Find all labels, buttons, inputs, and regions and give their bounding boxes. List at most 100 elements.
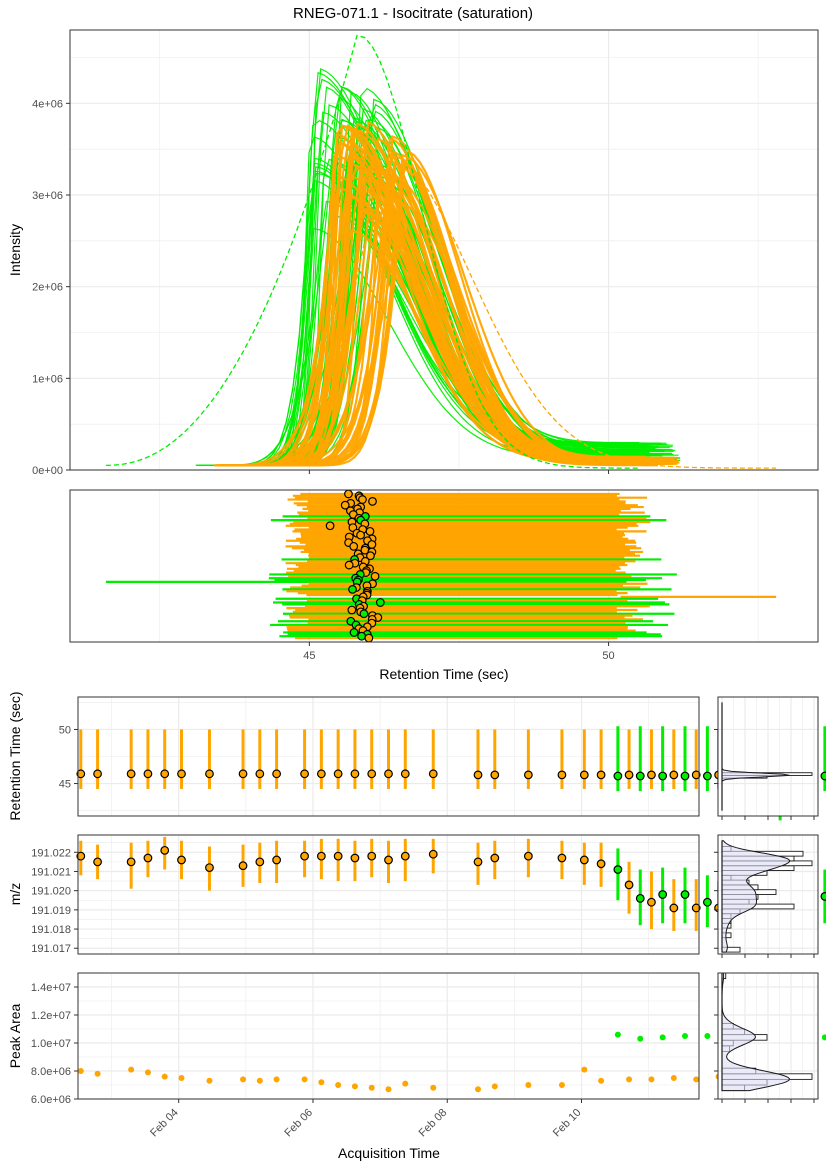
mz-apex-point [160, 845, 170, 855]
peak-widths-x-axis-label: Retention Time (sec) [379, 666, 508, 682]
rt-apex-point [400, 769, 410, 779]
area-point [351, 1083, 358, 1090]
peak-widths-panel-border [69, 489, 819, 643]
mz-apex-point [333, 851, 343, 861]
peak-apex-point [349, 541, 359, 551]
rt-apex-point [635, 771, 645, 781]
mz-apex-point [596, 859, 606, 869]
area-point [648, 1076, 655, 1083]
area-time-plot-area [78, 973, 699, 1099]
mz-time-y-tick-label: 191.019 [31, 905, 71, 917]
rt-apex-point [76, 769, 86, 779]
area-time-y-tick-label: 8.0e+06 [31, 1066, 71, 1078]
density-curve [721, 840, 790, 953]
rt-apex-point [93, 769, 102, 779]
mz-apex-point [272, 855, 282, 865]
peak-widths-panel: 45 50 Retention Time (sec) [69, 489, 819, 682]
peak-apex-point [325, 521, 335, 531]
peak-apex-point [366, 551, 375, 561]
rt-apex-point [669, 770, 679, 780]
rt-apex-point [647, 770, 656, 780]
rt-apex-point [658, 771, 668, 781]
peak-apex-point [357, 631, 367, 641]
rt-apex-point [579, 770, 589, 780]
area-point [626, 1076, 633, 1083]
chromatogram-trace [252, 161, 639, 467]
area-time-y-tick-label: 1.4e+07 [31, 982, 71, 994]
area-density-panel [714, 972, 819, 1103]
rt-apex-point [367, 769, 377, 779]
area-point [385, 1086, 392, 1093]
area-point [670, 1075, 677, 1081]
rt-apex-point [523, 770, 533, 780]
mz-apex-point [702, 897, 712, 907]
area-point [256, 1077, 263, 1084]
area-point [693, 1076, 700, 1083]
area-point [430, 1084, 437, 1091]
area-point [682, 1033, 689, 1039]
rt-apex-point [428, 769, 438, 779]
mz-apex-point [647, 897, 656, 907]
mz-apex-point [490, 853, 500, 863]
peak-widths-x-ticks: 45 50 [303, 642, 615, 662]
peak-apex-points [325, 489, 385, 643]
peak-apex-point [359, 609, 369, 619]
rt-apex-point [624, 770, 634, 780]
chromatogram-trace [278, 126, 646, 467]
mz-time-y-ticks: 191.017 191.018 191.019 191.020 191.021 191.0… [31, 847, 78, 955]
area-time-panel: 6.0e+068.0e+061.0e+071.2e+071.4e+07 Feb … [7, 972, 826, 1161]
mz-apex-point [691, 903, 701, 913]
peak-apex-point [344, 560, 354, 570]
mz-apex-point [613, 865, 623, 874]
mz-apex-point [680, 890, 690, 899]
rt-apex-point [691, 770, 701, 780]
mz-apex-point [238, 861, 248, 871]
area-point [614, 1031, 621, 1038]
mz-apex-point [93, 857, 102, 867]
area-point [206, 1077, 213, 1084]
area-point [240, 1076, 247, 1083]
area-point [525, 1082, 532, 1088]
area-point [94, 1070, 101, 1077]
area-density-marks [721, 972, 813, 1092]
mz-apex-point [367, 851, 377, 861]
mz-apex-point [76, 851, 86, 861]
area-point [178, 1075, 185, 1081]
rt-time-y-tick-label: 45 [59, 779, 71, 791]
area-time-y-tick-label: 1.0e+07 [31, 1038, 71, 1050]
peak-apex-point [365, 526, 375, 536]
mz-time-y-tick-label: 191.018 [31, 924, 71, 936]
area-time-panel-border [77, 972, 700, 1100]
area-point [273, 1076, 280, 1083]
mz-time-y-axis-label: m/z [7, 883, 23, 906]
area-point [598, 1077, 605, 1084]
area-point [402, 1080, 409, 1087]
mz-apex-point [624, 880, 634, 890]
rt-time-panel: 45 50 Retention Time (sec) [7, 691, 826, 821]
mz-time-marks [76, 836, 826, 953]
peak-apex-point [370, 571, 380, 581]
rt-density-panel [714, 696, 819, 820]
mz-apex-point [428, 849, 438, 859]
area-point [558, 1082, 565, 1088]
area-point [335, 1082, 342, 1088]
rt-time-panel-border [77, 696, 700, 817]
rt-apex-point [473, 770, 483, 780]
area-point [77, 1068, 84, 1074]
area-time-x-axis-label: Acquisition Time [338, 1145, 440, 1161]
area-time-y-tick-label: 6.0e+06 [31, 1094, 71, 1106]
mz-apex-point [316, 851, 326, 861]
chromatogram-trace [225, 162, 640, 466]
mz-apex-point [177, 855, 186, 865]
chromatogram-outlier-trace [267, 148, 777, 469]
chromatogram-outlier-trace [105, 34, 639, 469]
chromatogram-y-tick-label: 2e+06 [32, 282, 63, 294]
chromatogram-y-tick-label: 3e+06 [32, 190, 63, 202]
area-point [491, 1083, 498, 1090]
rt-apex-point [272, 769, 282, 779]
mz-apex-point [255, 857, 265, 867]
mz-apex-point [400, 851, 410, 861]
peak-apex-point [368, 497, 377, 506]
area-point [637, 1035, 644, 1042]
